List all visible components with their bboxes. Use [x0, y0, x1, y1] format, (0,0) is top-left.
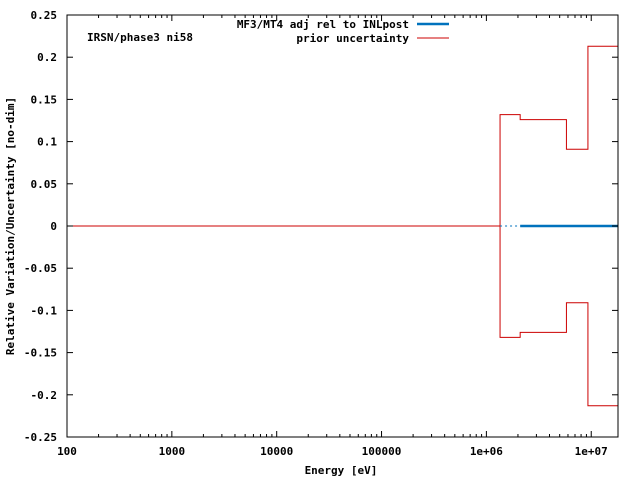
y-tick-label: 0: [50, 220, 57, 233]
y-tick-label: 0.1: [37, 136, 57, 149]
y-tick-label: -0.25: [24, 431, 57, 444]
x-axis: 100 1000 10000 100000 1e+06 1e+07: [57, 15, 608, 458]
x-tick-label: 10000: [260, 445, 293, 458]
legend-label-prior: prior uncertainty: [296, 32, 409, 45]
legend-label-adj: MF3/MT4 adj rel to INLpost: [237, 18, 409, 31]
y-tick-label: -0.15: [24, 347, 57, 360]
x-axis-label: Energy [eV]: [305, 464, 378, 477]
x-tick-label: 100000: [362, 445, 402, 458]
x-tick-label: 1e+06: [470, 445, 503, 458]
chart-annotation: IRSN/phase3 ni58: [87, 31, 193, 44]
y-tick-label: -0.05: [24, 262, 57, 275]
y-tick-label: 0.15: [31, 93, 58, 106]
prior-upper-line: [499, 45, 618, 226]
y-tick-label: 0.2: [37, 51, 57, 64]
x-tick-label: 1e+07: [575, 445, 608, 458]
y-tick-label: -0.1: [31, 304, 58, 317]
y-tick-label: 0.05: [31, 178, 58, 191]
plot-layer: [67, 45, 618, 407]
y-tick-label: 0.25: [31, 9, 58, 22]
y-axis: 0.25 0.2 0.15 0.1 0.05 0 -0.05 -0.1 -0.15 -0.2 -0.…: [24, 9, 618, 444]
legend: MF3/MT4 adj rel to INLpost prior uncerta…: [237, 18, 449, 45]
prior-lower-line: [499, 226, 618, 407]
y-tick-label: -0.2: [31, 389, 58, 402]
x-tick-label: 100: [57, 445, 77, 458]
y-axis-label: Relative Variation/Uncertainty [no-dim]: [4, 97, 17, 355]
x-tick-label: 1000: [159, 445, 186, 458]
